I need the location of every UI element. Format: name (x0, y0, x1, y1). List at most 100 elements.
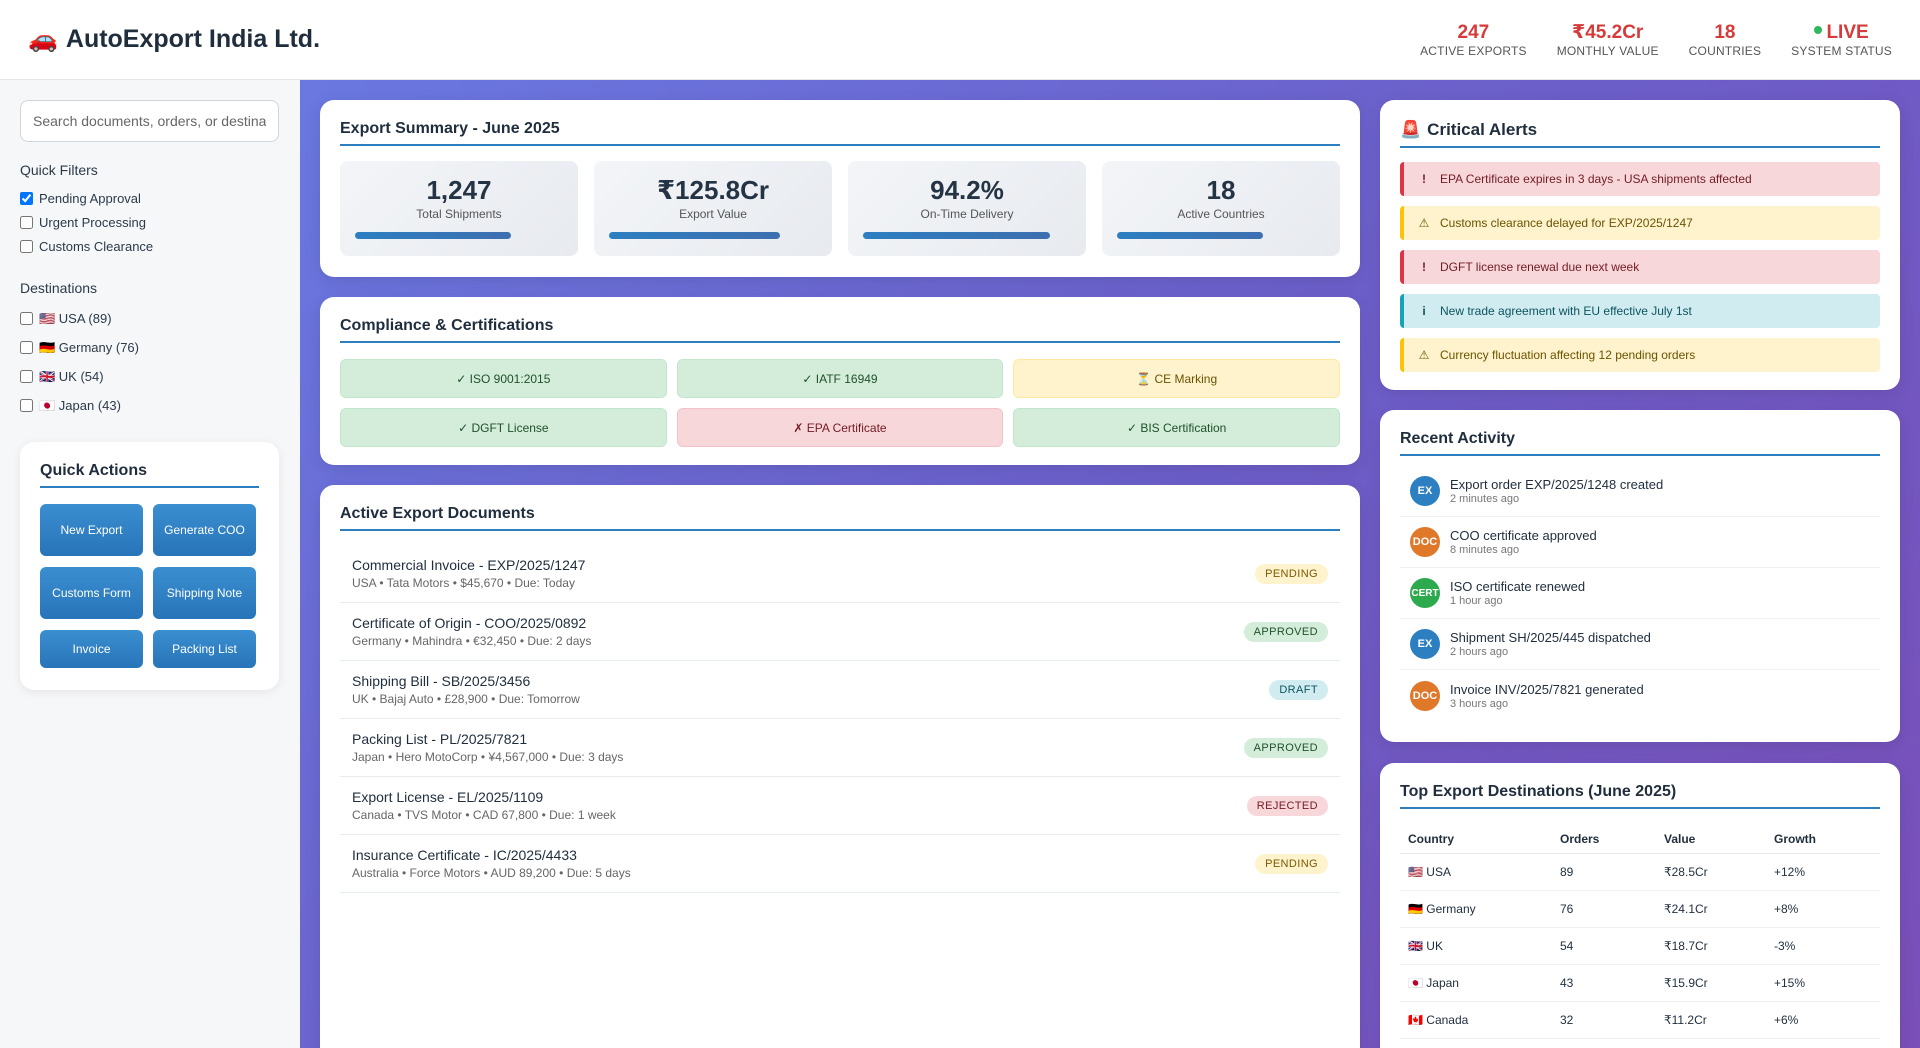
siren-icon: 🚨 (1400, 120, 1422, 139)
stat-label: ACTIVE EXPORTS (1420, 43, 1527, 58)
quick-actions-panel: Quick Actions New Export Generate COO Cu… (20, 442, 279, 690)
documents-list: Commercial Invoice - EXP/2025/1247 USA •… (340, 545, 1340, 893)
shipping-note-button[interactable]: Shipping Note (153, 567, 256, 619)
document-row[interactable]: Commercial Invoice - EXP/2025/1247 USA •… (340, 545, 1340, 603)
filter-checkbox[interactable] (20, 191, 33, 205)
document-info: Packing List - PL/2025/7821 Japan • Hero… (352, 731, 623, 764)
destination-checkbox[interactable] (20, 370, 33, 383)
alert-text: Currency fluctuation affecting 12 pendin… (1440, 348, 1696, 362)
stat-label: MONTHLY VALUE (1556, 43, 1659, 58)
document-row[interactable]: Packing List - PL/2025/7821 Japan • Hero… (340, 719, 1340, 777)
activity-text: Shipment SH/2025/445 dispatched (1450, 630, 1651, 645)
alert-item[interactable]: ! DGFT license renewal due next week (1400, 250, 1880, 284)
summary-label: Total Shipments (416, 207, 502, 221)
activity-list: EX Export order EXP/2025/1248 created 2 … (1400, 466, 1880, 721)
alert-exclamation-icon: ! (1422, 260, 1426, 274)
invoice-button[interactable]: Invoice (40, 630, 143, 668)
filter-checkbox[interactable] (20, 215, 33, 229)
activity-text: Export order EXP/2025/1248 created (1450, 477, 1664, 492)
filter-label: Urgent Processing (39, 214, 146, 230)
activity-item[interactable]: CERT ISO certificate renewed 1 hour ago (1400, 568, 1880, 619)
filter-checkbox[interactable] (20, 239, 33, 253)
status-badge: PENDING (1255, 853, 1328, 874)
quick-filters-title: Quick Filters (20, 162, 98, 178)
table-header-row: Country Orders Value Growth (1400, 825, 1880, 854)
table-row[interactable]: 🇬🇧 UK 54 ₹18.7Cr -3% (1400, 927, 1880, 965)
recent-activity-card: Recent Activity EX Export order EXP/2025… (1380, 410, 1900, 742)
table-row[interactable]: 🇩🇪 Germany 76 ₹24.1Cr +8% (1400, 890, 1880, 928)
activity-avatar: DOC (1410, 680, 1440, 711)
alerts-list: ! EPA Certificate expires in 3 days - US… (1400, 162, 1880, 372)
document-row[interactable]: Certificate of Origin - COO/2025/0892 Ge… (340, 603, 1340, 661)
activity-time: 2 hours ago (1450, 646, 1509, 658)
activity-info: Invoice INV/2025/7821 generated 3 hours … (1450, 682, 1644, 710)
customs-form-button[interactable]: Customs Form (40, 567, 143, 619)
alert-item[interactable]: i New trade agreement with EU effective … (1400, 294, 1880, 328)
summary-value: 94.2% (930, 175, 1004, 205)
brand-name: AutoExport India Ltd. (65, 25, 321, 53)
filter-urgent-processing[interactable]: Urgent Processing (20, 210, 280, 234)
quick-actions-title: Quick Actions (40, 462, 259, 488)
filter-pending-approval[interactable]: Pending Approval (20, 186, 280, 210)
value-cell: ₹15.9Cr (1656, 964, 1766, 1002)
compliance-iatf-16949[interactable]: ✓ IATF 16949 (676, 359, 1004, 398)
column-header[interactable]: Orders (1552, 825, 1656, 854)
destination-japan[interactable]: 🇯🇵 Japan (43) (20, 391, 280, 420)
filter-customs-clearance[interactable]: Customs Clearance (20, 234, 280, 258)
new-export-button[interactable]: New Export (40, 504, 143, 556)
compliance-iso-9001[interactable]: ✓ ISO 9001:2015 (340, 359, 667, 398)
summary-value: 18 (1206, 175, 1236, 205)
activity-avatar: EX (1410, 629, 1440, 659)
status-badge: APPROVED (1243, 737, 1328, 758)
alert-info-icon: i (1422, 304, 1426, 318)
generate-coo-button[interactable]: Generate COO (153, 504, 256, 556)
destination-germany[interactable]: 🇩🇪 Germany (76) (20, 333, 280, 362)
document-row[interactable]: Export License - EL/2025/1109 Canada • T… (340, 777, 1340, 835)
alert-text: EPA Certificate expires in 3 days - USA … (1440, 172, 1752, 186)
stat-label: COUNTRIES (1688, 43, 1762, 58)
summary-progress (863, 232, 1071, 239)
document-info: Export License - EL/2025/1109 Canada • T… (352, 789, 616, 822)
activity-item[interactable]: DOC COO certificate approved 8 minutes a… (1400, 517, 1880, 568)
column-header[interactable]: Country (1400, 825, 1552, 854)
brand[interactable]: 🚗 AutoExport India Ltd. (28, 25, 320, 54)
table-row[interactable]: 🇨🇦 Canada 32 ₹11.2Cr +6% (1400, 1001, 1880, 1039)
column-header[interactable]: Growth (1766, 825, 1880, 854)
activity-text: ISO certificate renewed (1450, 579, 1586, 594)
table-row[interactable]: 🇺🇸 USA 89 ₹28.5Cr +12% (1400, 853, 1880, 891)
destination-checkbox[interactable] (20, 399, 33, 412)
destination-usa[interactable]: 🇺🇸 USA (89) (20, 304, 280, 333)
compliance-dgft-license[interactable]: ✓ DGFT License (340, 408, 667, 447)
documents-title: Active Export Documents (340, 505, 1340, 531)
alert-item[interactable]: ! EPA Certificate expires in 3 days - US… (1400, 162, 1880, 196)
recent-activity-title: Recent Activity (1400, 430, 1880, 456)
compliance-ce-marking[interactable]: ⏳ CE Marking (1013, 359, 1340, 398)
export-summary-title: Export Summary - June 2025 (340, 120, 1340, 146)
alert-item[interactable]: ⚠ Customs clearance delayed for EXP/2025… (1400, 206, 1880, 240)
document-row[interactable]: Shipping Bill - SB/2025/3456 UK • Bajaj … (340, 661, 1340, 719)
activity-item[interactable]: DOC Invoice INV/2025/7821 generated 3 ho… (1400, 670, 1880, 721)
destination-checkbox[interactable] (20, 312, 33, 325)
column-header[interactable]: Value (1656, 825, 1766, 854)
live-text: LIVE (1826, 21, 1869, 43)
activity-time: 8 minutes ago (1450, 544, 1520, 556)
destination-uk[interactable]: 🇬🇧 UK (54) (20, 362, 280, 391)
alert-text: Customs clearance delayed for EXP/2025/1… (1440, 216, 1693, 230)
activity-item[interactable]: EX Shipment SH/2025/445 dispatched 2 hou… (1400, 619, 1880, 670)
alert-item[interactable]: ⚠ Currency fluctuation affecting 12 pend… (1400, 338, 1880, 372)
packing-list-button[interactable]: Packing List (153, 630, 256, 668)
stat-value: 247 (1457, 21, 1490, 43)
table-row[interactable]: 🇯🇵 Japan 43 ₹15.9Cr +15% (1400, 964, 1880, 1002)
filter-label: Pending Approval (39, 190, 141, 206)
compliance-epa-certificate[interactable]: ✗ EPA Certificate (676, 408, 1004, 447)
summary-progress-fill (355, 232, 511, 239)
status-badge: PENDING (1255, 563, 1328, 584)
destination-checkbox[interactable] (20, 341, 33, 354)
activity-time: 2 minutes ago (1450, 493, 1520, 505)
document-meta: USA • Tata Motors • $45,670 • Due: Today (352, 576, 575, 590)
document-row[interactable]: Insurance Certificate - IC/2025/4433 Aus… (340, 835, 1340, 893)
activity-item[interactable]: EX Export order EXP/2025/1248 created 2 … (1400, 466, 1880, 517)
compliance-bis-certification[interactable]: ✓ BIS Certification (1013, 408, 1340, 447)
top-destinations-title: Top Export Destinations (June 2025) (1400, 783, 1880, 809)
search-input[interactable] (20, 100, 279, 142)
